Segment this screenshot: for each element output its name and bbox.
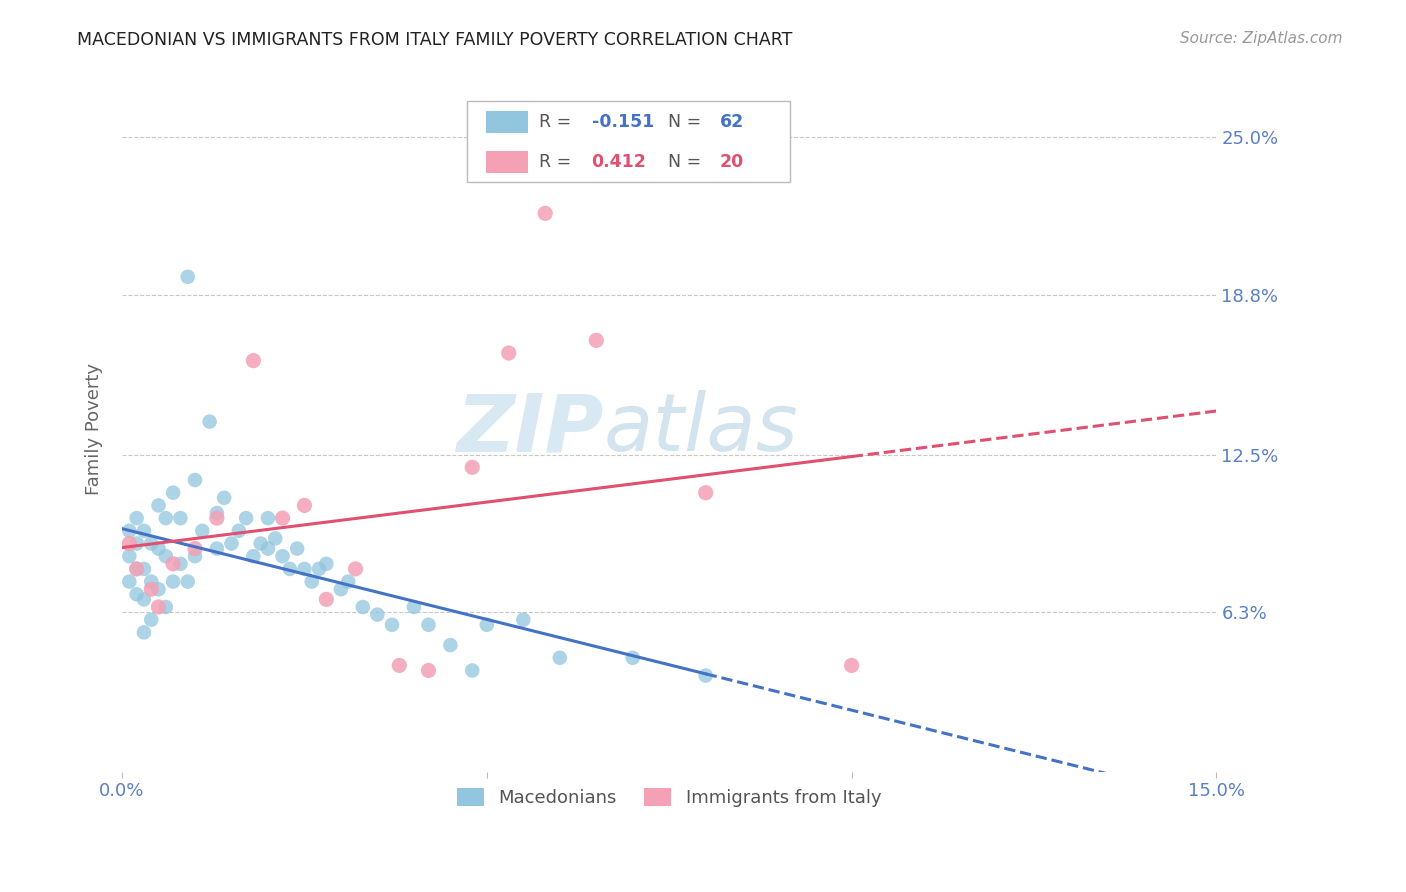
Point bbox=[366, 607, 388, 622]
Point bbox=[205, 506, 228, 520]
Text: N =: N = bbox=[668, 153, 707, 171]
Point bbox=[257, 541, 280, 556]
FancyBboxPatch shape bbox=[486, 111, 529, 133]
Point bbox=[294, 562, 316, 576]
Point bbox=[461, 664, 484, 678]
Point bbox=[512, 613, 534, 627]
Point bbox=[141, 582, 163, 597]
Point bbox=[169, 511, 191, 525]
Point bbox=[228, 524, 250, 538]
Point bbox=[141, 613, 163, 627]
Point bbox=[308, 562, 330, 576]
Point bbox=[125, 587, 148, 601]
Point bbox=[184, 473, 207, 487]
Point bbox=[264, 532, 287, 546]
Point bbox=[177, 269, 200, 284]
Point bbox=[132, 592, 155, 607]
Point bbox=[402, 599, 425, 614]
Y-axis label: Family Poverty: Family Poverty bbox=[86, 363, 103, 495]
Point bbox=[548, 650, 571, 665]
Point bbox=[155, 511, 177, 525]
Point bbox=[118, 524, 141, 538]
Point bbox=[475, 617, 498, 632]
Point bbox=[184, 549, 207, 564]
Point bbox=[132, 524, 155, 538]
Point bbox=[271, 549, 294, 564]
Point bbox=[125, 511, 148, 525]
Point bbox=[148, 582, 170, 597]
Point bbox=[695, 485, 717, 500]
Point bbox=[418, 617, 440, 632]
Point bbox=[141, 536, 163, 550]
Point bbox=[162, 557, 184, 571]
Text: Source: ZipAtlas.com: Source: ZipAtlas.com bbox=[1180, 31, 1343, 46]
Point bbox=[141, 574, 163, 589]
Text: atlas: atlas bbox=[603, 390, 799, 468]
Point bbox=[271, 511, 294, 525]
Point bbox=[242, 549, 264, 564]
Point bbox=[498, 346, 520, 360]
Point bbox=[242, 353, 264, 368]
Point bbox=[388, 658, 411, 673]
Point bbox=[212, 491, 235, 505]
Legend: Macedonians, Immigrants from Italy: Macedonians, Immigrants from Italy bbox=[450, 781, 889, 814]
Point bbox=[205, 541, 228, 556]
Point bbox=[148, 599, 170, 614]
Point bbox=[118, 574, 141, 589]
Point bbox=[257, 511, 280, 525]
Point bbox=[337, 574, 360, 589]
Text: R =: R = bbox=[538, 112, 576, 130]
Point bbox=[315, 592, 337, 607]
Point bbox=[381, 617, 404, 632]
Text: ZIP: ZIP bbox=[456, 390, 603, 468]
Point bbox=[191, 524, 214, 538]
Text: 62: 62 bbox=[720, 112, 744, 130]
Point bbox=[621, 650, 644, 665]
Point bbox=[205, 511, 228, 525]
Point bbox=[695, 668, 717, 682]
Point bbox=[285, 541, 308, 556]
Point bbox=[198, 415, 221, 429]
Point bbox=[585, 334, 607, 348]
FancyBboxPatch shape bbox=[467, 102, 790, 182]
Point bbox=[132, 562, 155, 576]
Text: -0.151: -0.151 bbox=[592, 112, 654, 130]
Point bbox=[294, 499, 316, 513]
Point bbox=[169, 557, 191, 571]
Point bbox=[235, 511, 257, 525]
Point bbox=[162, 485, 184, 500]
Point bbox=[118, 549, 141, 564]
Text: 0.412: 0.412 bbox=[592, 153, 647, 171]
Point bbox=[841, 658, 863, 673]
Point bbox=[352, 599, 374, 614]
Point bbox=[177, 574, 200, 589]
Point bbox=[534, 206, 557, 220]
Point bbox=[221, 536, 243, 550]
Point bbox=[439, 638, 461, 652]
Point bbox=[249, 536, 271, 550]
Point bbox=[162, 574, 184, 589]
Text: R =: R = bbox=[538, 153, 576, 171]
Point bbox=[148, 499, 170, 513]
Point bbox=[155, 549, 177, 564]
Text: MACEDONIAN VS IMMIGRANTS FROM ITALY FAMILY POVERTY CORRELATION CHART: MACEDONIAN VS IMMIGRANTS FROM ITALY FAMI… bbox=[77, 31, 793, 49]
Point bbox=[118, 536, 141, 550]
FancyBboxPatch shape bbox=[486, 151, 529, 173]
Text: N =: N = bbox=[668, 112, 707, 130]
Point bbox=[125, 536, 148, 550]
Point bbox=[155, 599, 177, 614]
Point bbox=[344, 562, 367, 576]
Point bbox=[125, 562, 148, 576]
Point bbox=[148, 541, 170, 556]
Point bbox=[418, 664, 440, 678]
Text: 20: 20 bbox=[720, 153, 744, 171]
Point bbox=[301, 574, 323, 589]
Point bbox=[278, 562, 301, 576]
Point bbox=[184, 541, 207, 556]
Point bbox=[132, 625, 155, 640]
Point bbox=[315, 557, 337, 571]
Point bbox=[461, 460, 484, 475]
Point bbox=[329, 582, 352, 597]
Point bbox=[125, 562, 148, 576]
